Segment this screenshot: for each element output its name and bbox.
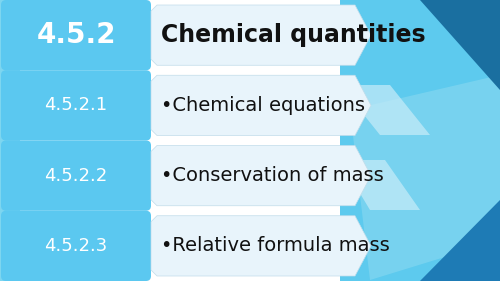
Text: 4.5.2.2: 4.5.2.2 (44, 167, 108, 185)
Polygon shape (350, 75, 500, 280)
Text: •Relative formula mass: •Relative formula mass (161, 236, 390, 255)
Polygon shape (420, 200, 500, 281)
Polygon shape (151, 75, 371, 135)
Polygon shape (340, 0, 500, 281)
Polygon shape (340, 0, 500, 281)
Polygon shape (151, 5, 371, 65)
Polygon shape (420, 0, 500, 90)
Polygon shape (340, 85, 430, 135)
Polygon shape (0, 0, 20, 281)
Text: 4.5.2.1: 4.5.2.1 (44, 96, 108, 114)
Text: Chemical quantities: Chemical quantities (161, 23, 425, 47)
Text: 4.5.2.3: 4.5.2.3 (44, 237, 108, 255)
Text: •Conservation of mass: •Conservation of mass (161, 166, 384, 185)
FancyBboxPatch shape (1, 0, 151, 70)
Text: •Chemical equations: •Chemical equations (161, 96, 365, 115)
FancyBboxPatch shape (1, 211, 151, 281)
FancyBboxPatch shape (1, 70, 151, 140)
Polygon shape (151, 216, 371, 276)
Polygon shape (151, 146, 371, 206)
Polygon shape (340, 160, 420, 210)
Text: 4.5.2: 4.5.2 (36, 21, 116, 49)
FancyBboxPatch shape (1, 140, 151, 211)
